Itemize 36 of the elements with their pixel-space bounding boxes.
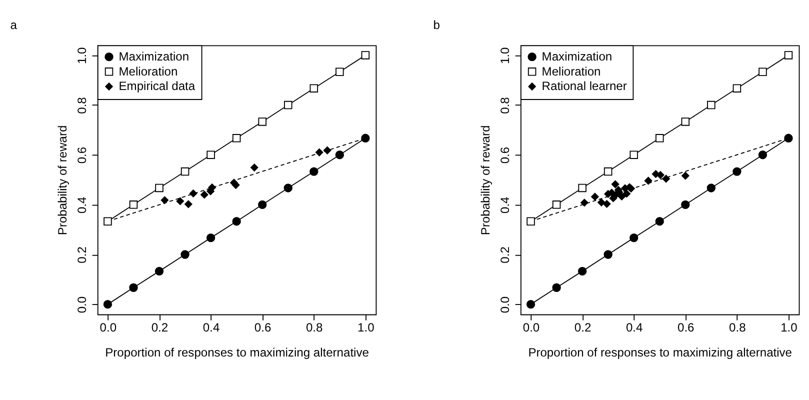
chart-title: b <box>433 18 440 32</box>
legend-label: Rational learner <box>542 79 627 94</box>
y-tick-label: 0.6 <box>498 146 512 164</box>
chart-title: a <box>10 18 18 32</box>
x-axis-title: Proportion of responses to maximizing alternative <box>105 345 370 360</box>
x-tick-label: 1.0 <box>358 320 375 334</box>
y-tick-label: 0.6 <box>74 146 89 164</box>
y-tick-label: 0.2 <box>74 246 89 264</box>
x-tick-label: 0.8 <box>729 320 746 334</box>
y-tick-label: 1.0 <box>498 46 512 64</box>
y-axis-title: Probability of reward <box>478 125 492 236</box>
legend-label: Maximization <box>542 50 612 64</box>
x-tick-label: 0.6 <box>254 320 272 334</box>
y-tick-label: 0.0 <box>498 296 512 314</box>
legend-label: Melioration <box>118 64 178 78</box>
legend-label: Melioration <box>542 64 601 78</box>
y-tick-label: 0.2 <box>498 246 512 264</box>
legend-label: Maximization <box>118 50 190 64</box>
x-tick-label: 0.0 <box>522 320 540 334</box>
y-tick-label: 0.8 <box>74 96 89 114</box>
x-axis-title: Proportion of responses to maximizing alternative <box>528 345 792 360</box>
x-tick-label: 0.8 <box>306 320 324 334</box>
x-tick-label: 0.2 <box>151 320 168 334</box>
x-tick-label: 1.0 <box>780 320 798 334</box>
x-tick-label: 0.0 <box>100 320 117 334</box>
x-tick-label: 0.2 <box>574 320 592 334</box>
y-tick-label: 0.4 <box>498 196 512 214</box>
x-tick-label: 0.6 <box>677 320 695 334</box>
legend-label: Empirical data <box>118 79 196 94</box>
x-tick-label: 0.4 <box>202 320 220 334</box>
y-tick-label: 1.0 <box>74 46 89 64</box>
x-tick-label: 0.4 <box>626 320 643 334</box>
y-tick-label: 0.4 <box>74 196 89 214</box>
y-tick-label: 0.0 <box>74 296 89 314</box>
y-axis-title: Probability of reward <box>55 125 70 236</box>
y-tick-label: 0.8 <box>498 96 512 114</box>
